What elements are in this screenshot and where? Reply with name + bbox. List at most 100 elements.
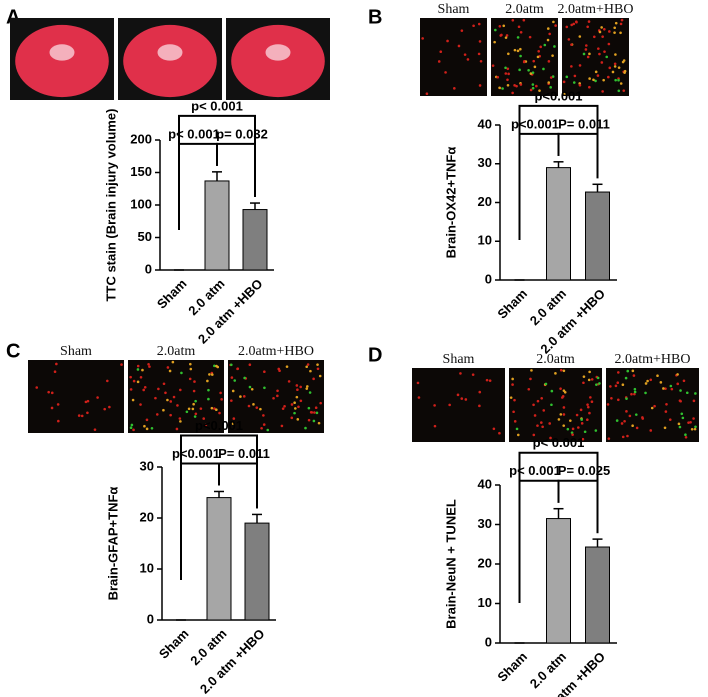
cell-dot [425, 92, 429, 96]
cell-dot [299, 385, 302, 389]
cell-dot [80, 414, 84, 418]
cell-dot [583, 430, 587, 434]
cell-dot [519, 54, 522, 58]
cell-dot [633, 392, 636, 396]
image-label: Sham [443, 352, 475, 367]
cell-dot [230, 376, 234, 379]
cell-dot [608, 66, 612, 70]
cell-dot [588, 52, 591, 56]
cell-dot [550, 403, 553, 407]
cell-dot [569, 419, 572, 422]
cell-dot [571, 427, 575, 431]
cell-dot [145, 427, 149, 431]
cell-dot [516, 36, 520, 39]
cell-dot [507, 52, 510, 56]
cell-dot [132, 379, 136, 383]
cell-dot [437, 60, 441, 63]
cell-dot [293, 411, 296, 415]
cell-dot [210, 406, 214, 410]
cell-dot [580, 418, 583, 421]
cell-dot [684, 435, 688, 439]
cell-dot [596, 74, 600, 77]
cell-dot [588, 77, 591, 80]
y-tick-label: 30 [478, 516, 492, 531]
cell-dot [694, 425, 697, 429]
cell-dot [313, 411, 316, 414]
cell-dot [694, 392, 697, 395]
cell-dot [417, 396, 421, 399]
cell-dot [299, 399, 303, 403]
cell-dot [601, 35, 604, 38]
cell-dot [130, 423, 134, 427]
cell-dot [641, 416, 644, 419]
cell-dot [511, 383, 514, 386]
cell-dot [551, 54, 554, 57]
cell-dot [260, 426, 263, 430]
cell-dot [213, 364, 216, 368]
cell-dot [466, 58, 470, 61]
cell-dot [129, 388, 133, 391]
cell-dot [563, 92, 567, 95]
cell-dot [259, 407, 262, 411]
cell-dot [532, 433, 536, 437]
cell-dot [603, 27, 606, 31]
cell-dot [623, 69, 627, 73]
cell-dot [515, 84, 518, 88]
cell-dot [586, 403, 589, 406]
cell-dot [607, 437, 611, 440]
ventricle [265, 44, 291, 61]
cell-dot [266, 428, 270, 432]
p-value: P= 0.011 [558, 116, 610, 131]
cell-dot [84, 400, 88, 404]
cell-dot [649, 429, 653, 432]
cell-dot [496, 75, 500, 79]
cell-dot [120, 363, 123, 366]
cell-dot [485, 378, 489, 382]
cell-dot [517, 25, 521, 29]
cell-dot [498, 86, 501, 90]
cell-dot [567, 38, 571, 41]
cell-dot [147, 362, 150, 366]
cell-dot [506, 83, 510, 87]
cell-dot [172, 395, 176, 399]
x-tick-label: Sham [154, 276, 190, 312]
cell-dot [677, 422, 681, 426]
cell-dot [446, 39, 449, 43]
cell-dot [580, 422, 584, 425]
cell-dot [139, 375, 143, 379]
cell-dot [678, 399, 682, 402]
cell-dot [136, 364, 140, 368]
cell-dot [131, 398, 135, 402]
cell-dot [633, 387, 637, 391]
cell-dot [518, 68, 521, 72]
cell-dot [307, 418, 311, 422]
cell-dot [613, 62, 617, 66]
y-tick-label: 10 [478, 595, 492, 610]
cell-dot [601, 90, 604, 93]
cell-dot [136, 380, 140, 384]
cell-dot [626, 369, 630, 373]
cell-dot [310, 411, 314, 414]
cell-dot [559, 413, 563, 416]
cell-dot [621, 383, 625, 387]
y-tick-label: 30 [478, 155, 492, 170]
cell-dot [456, 393, 460, 397]
cell-dot [539, 45, 543, 49]
cell-dot [519, 47, 522, 51]
cell-dot [305, 365, 308, 369]
cell-dot [296, 388, 299, 391]
cell-dot [678, 425, 682, 429]
cell-dot [50, 406, 54, 410]
cell-dot [106, 379, 109, 383]
cell-dot [611, 70, 615, 74]
cell-dot [55, 362, 58, 366]
cell-dot [614, 78, 617, 82]
cell-dot [312, 419, 316, 423]
cell-dot [632, 374, 636, 377]
y-axis-label: Brain-NeuN + TUNEL [443, 499, 458, 629]
cell-dot [635, 426, 639, 430]
cell-dot [625, 397, 628, 400]
cell-dot [187, 407, 191, 411]
cell-dot [189, 362, 192, 366]
cell-dot [142, 388, 145, 392]
